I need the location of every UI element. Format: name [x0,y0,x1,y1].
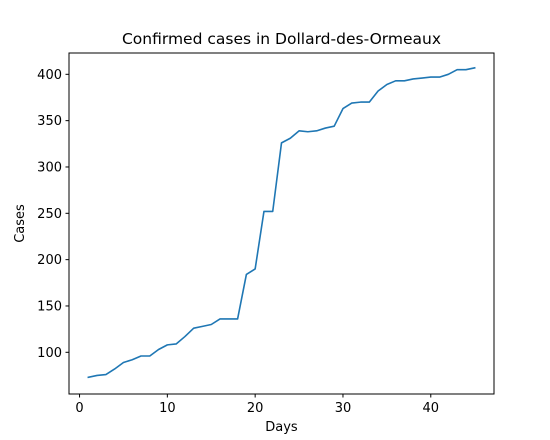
y-tick-label: 400 [37,68,62,83]
series-line [87,66,476,379]
x-tick-label: 20 [247,401,264,416]
x-tick-label: 40 [423,401,440,416]
x-tick-label: 0 [75,401,83,416]
y-axis: 100 150 200 250 300 350 400 [37,68,69,361]
y-tick-label: 300 [37,160,62,175]
y-axis-label: Cases [13,204,28,243]
plot-area-frame [68,52,495,395]
y-tick-label: 150 [37,299,62,314]
x-axis-label: Days [265,420,298,435]
x-tick-label: 30 [335,401,352,416]
y-tick-label: 100 [37,346,62,361]
y-tick-label: 250 [37,207,62,222]
series-layer [87,66,476,379]
chart-title: Confirmed cases in Dollard-des-Ormeaux [122,30,441,48]
x-tick-label: 10 [159,401,176,416]
y-tick-label: 350 [37,114,62,129]
x-axis: 0 10 20 30 40 [75,394,439,416]
y-tick-label: 200 [37,253,62,268]
